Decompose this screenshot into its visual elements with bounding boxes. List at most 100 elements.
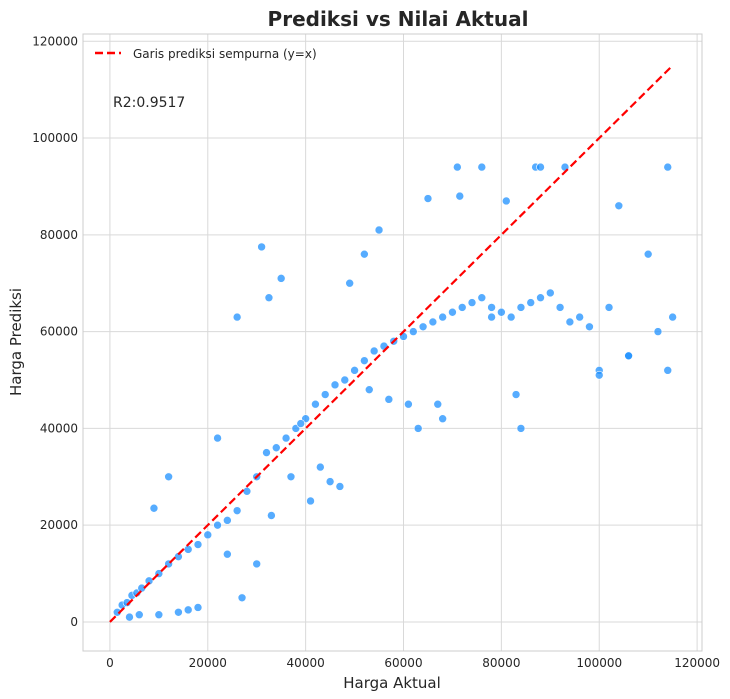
y-tick-labels: 0 20000 40000 60000 80000 100000 120000: [32, 34, 78, 629]
scatter-point: [223, 549, 232, 559]
scatter-point: [193, 603, 203, 612]
scatter-point: [193, 540, 203, 549]
scatter-point: [455, 191, 465, 201]
scatter-point: [350, 366, 359, 375]
scatter-point: [232, 312, 242, 322]
scatter-point: [511, 390, 521, 399]
scatter-point: [653, 327, 663, 336]
y-tick-label: 60000: [40, 325, 78, 339]
scatter-point: [262, 448, 271, 457]
scatter-point: [438, 414, 447, 424]
scatter-point: [433, 399, 443, 409]
scatter-point: [325, 477, 335, 486]
scatter-point: [467, 298, 477, 307]
scatter-point: [457, 303, 467, 312]
scatter-point: [585, 322, 594, 332]
scatter-point: [311, 399, 320, 409]
x-tick-label: 80000: [482, 656, 520, 670]
scatter-point: [404, 399, 413, 409]
scatter-point: [174, 607, 183, 617]
scatter-point: [506, 312, 516, 322]
scatter-point: [134, 610, 144, 620]
scatter-point: [144, 576, 154, 586]
scatter-point: [536, 162, 545, 172]
scatter-point: [516, 424, 526, 433]
scatter-point: [203, 530, 213, 540]
scatter-point: [536, 293, 545, 303]
scatter-point: [237, 593, 247, 603]
scatter-point: [264, 293, 274, 303]
scatter-point: [125, 612, 134, 622]
scatter-point: [374, 225, 384, 235]
scatter-point: [477, 293, 487, 303]
scatter-point: [604, 303, 614, 312]
scatter-point: [575, 312, 584, 322]
scatter-point: [149, 503, 159, 513]
scatter-point: [164, 472, 173, 482]
x-tick-label: 60000: [384, 656, 422, 670]
scatter-point: [413, 424, 423, 433]
scatter-point: [668, 312, 677, 322]
scatter-point: [555, 303, 565, 312]
scatter-point: [242, 487, 252, 496]
scatter-point: [183, 545, 193, 554]
scatter-point: [453, 162, 462, 172]
scatter-point: [213, 520, 222, 530]
scatter-point: [438, 312, 447, 322]
scatter-point: [384, 395, 394, 404]
scatter-point: [487, 303, 496, 312]
scatter-point: [296, 419, 306, 428]
scatter-point: [316, 462, 325, 472]
scatter-point: [663, 162, 673, 172]
scatter-point: [565, 317, 575, 327]
x-tick-label: 20000: [189, 656, 227, 670]
x-tick-label: 100000: [576, 656, 622, 670]
x-tick-label: 120000: [674, 656, 720, 670]
scatter-point: [516, 303, 526, 312]
plot-frame: [82, 33, 703, 652]
scatter-point: [267, 511, 276, 520]
scatter-point: [320, 390, 330, 399]
y-tick-label: 100000: [32, 131, 78, 145]
scatter-point: [423, 194, 433, 203]
scatter-point: [448, 307, 457, 317]
scatter-point: [428, 317, 438, 327]
r2-annotation: R2:0.9517: [113, 95, 185, 111]
scatter-point: [526, 298, 536, 307]
x-axis-label: Harga Aktual: [343, 674, 441, 692]
scatter-point: [213, 433, 222, 443]
y-tick-label: 20000: [40, 518, 78, 532]
scatter-point: [614, 201, 624, 211]
scatter-point: [643, 249, 653, 259]
scatter-point: [232, 506, 242, 515]
scatter-point: [335, 482, 345, 491]
scatter-point: [330, 380, 340, 390]
scatter-point: [281, 433, 291, 443]
y-axis-label: Harga Prediksi: [7, 288, 25, 396]
scatter-point: [340, 375, 350, 385]
y-tick-label: 40000: [40, 421, 78, 435]
scatter-point: [369, 346, 379, 356]
legend-label: Garis prediksi sempurna (y=x): [133, 47, 317, 61]
scatter-point: [223, 516, 232, 525]
scatter-point: [183, 605, 193, 615]
scatter-point: [663, 366, 673, 375]
scatter-point: [154, 610, 164, 620]
scatter-point: [276, 274, 286, 283]
scatter-point: [624, 351, 633, 361]
scatter-point: [252, 559, 262, 569]
data-points: [112, 162, 677, 622]
y-tick-label: 120000: [32, 34, 78, 48]
scatter-point: [271, 443, 281, 453]
scatter-point: [594, 370, 604, 380]
scatter-point: [487, 312, 496, 322]
x-tick-label: 0: [106, 656, 114, 670]
scatter-point: [257, 242, 266, 252]
scatter-point: [501, 196, 511, 206]
scatter-point: [477, 162, 487, 172]
y-tick-label: 0: [70, 615, 78, 629]
scatter-point: [360, 249, 369, 259]
scatter-point: [360, 356, 369, 365]
scatter-point: [286, 472, 296, 482]
